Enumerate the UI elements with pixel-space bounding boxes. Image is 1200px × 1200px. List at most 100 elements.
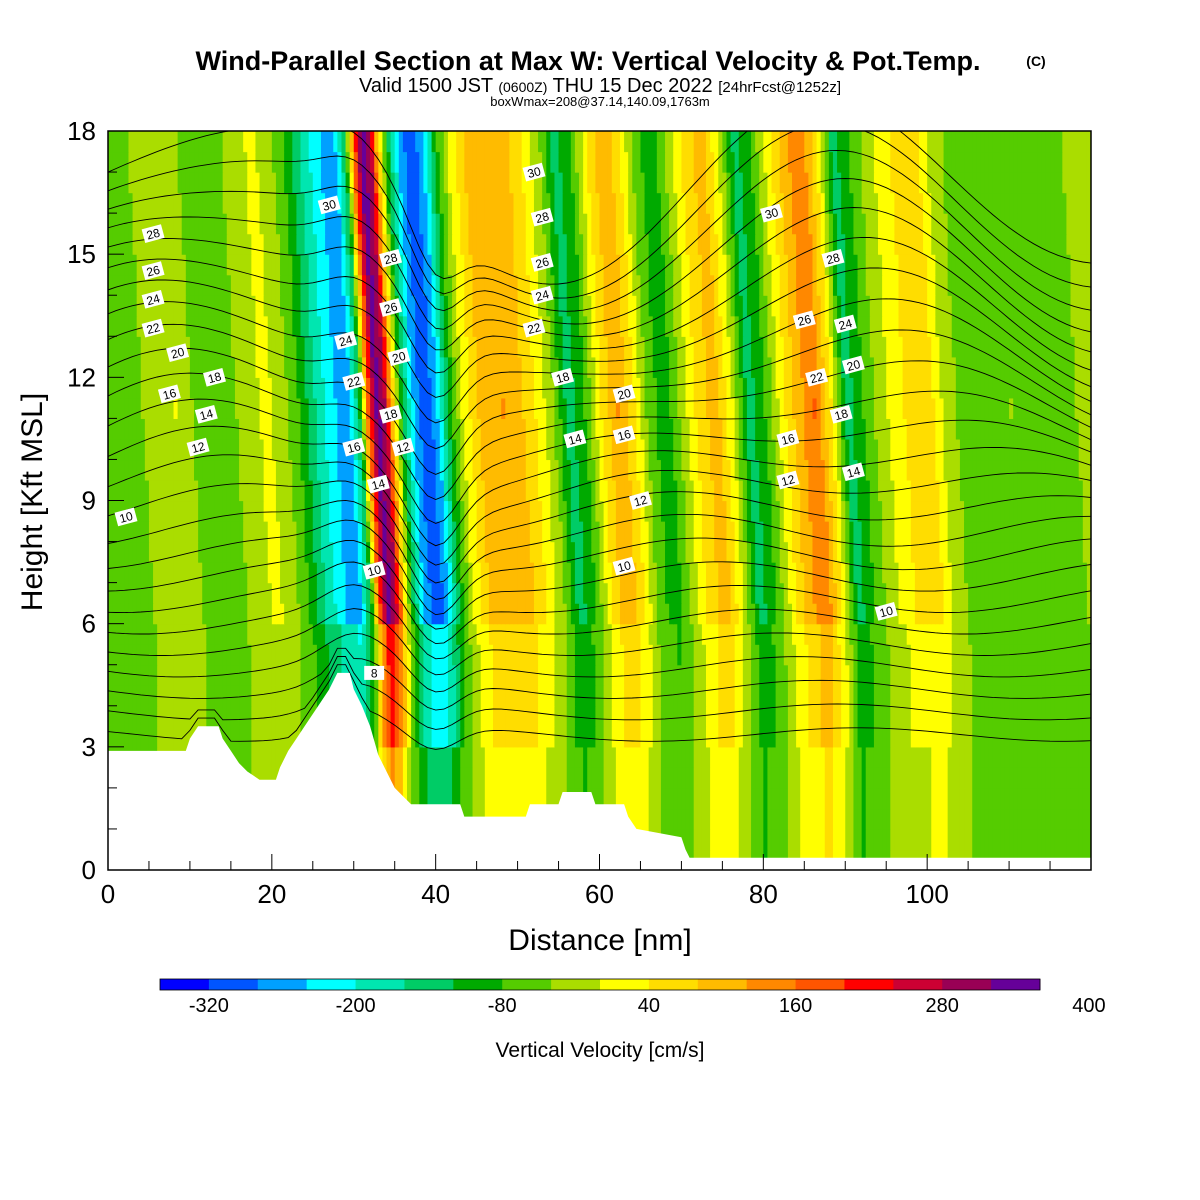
- velocity-cell: [746, 500, 752, 522]
- velocity-cell: [804, 459, 809, 481]
- velocity-cell: [636, 767, 642, 789]
- velocity-cell: [214, 438, 220, 461]
- velocity-cell: [1041, 726, 1047, 748]
- velocity-cell: [173, 603, 179, 625]
- velocity-cell: [554, 685, 560, 707]
- velocity-cell: [517, 746, 523, 768]
- velocity-cell: [173, 479, 179, 502]
- velocity-cell: [992, 562, 998, 584]
- velocity-cell: [677, 746, 683, 768]
- velocity-cell: [792, 644, 797, 666]
- velocity-cell: [382, 521, 388, 543]
- velocity-cell: [927, 582, 932, 604]
- velocity-cell: [640, 438, 646, 461]
- velocity-cell: [386, 623, 392, 645]
- velocity-cell: [234, 705, 240, 727]
- velocity-cell: [1017, 664, 1022, 686]
- velocity-cell: [353, 479, 359, 502]
- velocity-cell: [906, 500, 912, 522]
- velocity-cell: [353, 541, 359, 563]
- velocity-cell: [734, 746, 740, 768]
- velocity-cell: [742, 459, 748, 481]
- velocity-cell: [529, 787, 535, 810]
- velocity-cell: [673, 726, 678, 748]
- velocity-cell: [312, 623, 318, 645]
- velocity-cell: [603, 644, 609, 666]
- velocity-cell: [558, 582, 564, 604]
- velocity-cell: [906, 541, 912, 563]
- velocity-cell: [624, 726, 629, 748]
- velocity-cell: [521, 767, 527, 789]
- velocity-cell: [574, 685, 580, 707]
- velocity-cell: [632, 644, 637, 666]
- velocity-cell: [955, 500, 961, 522]
- velocity-cell: [955, 521, 961, 543]
- velocity-cell: [1029, 808, 1035, 830]
- velocity-cell: [845, 828, 850, 851]
- velocity-cell: [1054, 767, 1059, 789]
- velocity-cell: [554, 521, 560, 543]
- velocity-cell: [861, 562, 867, 584]
- velocity-cell: [853, 685, 859, 707]
- velocity-cell: [832, 541, 838, 563]
- velocity-cell: [1004, 726, 1010, 748]
- velocity-cell: [136, 603, 142, 625]
- velocity-cell: [714, 705, 719, 727]
- velocity-cell: [865, 808, 871, 830]
- velocity-cell: [484, 767, 490, 789]
- velocity-cell: [407, 582, 412, 604]
- velocity-cell: [529, 705, 535, 727]
- velocity-cell: [1029, 459, 1035, 481]
- velocity-cell: [263, 664, 269, 686]
- velocity-cell: [718, 685, 723, 707]
- velocity-cell: [292, 664, 298, 686]
- velocity-cell: [828, 582, 834, 604]
- velocity-cell: [366, 479, 371, 502]
- velocity-cell: [263, 500, 269, 522]
- velocity-cell: [693, 787, 699, 810]
- velocity-cell: [1013, 726, 1018, 748]
- velocity-cell: [447, 541, 453, 563]
- velocity-cell: [599, 521, 605, 543]
- velocity-cell: [611, 459, 617, 481]
- velocity-cell: [361, 459, 367, 481]
- velocity-cell: [652, 746, 658, 768]
- velocity-cell: [820, 644, 826, 666]
- velocity-cell: [349, 603, 355, 625]
- velocity-cell: [693, 685, 699, 707]
- velocity-cell: [681, 603, 687, 625]
- velocity-cell: [927, 746, 932, 768]
- velocity-cell: [918, 828, 924, 851]
- velocity-cell: [517, 664, 523, 686]
- velocity-cell: [804, 685, 809, 707]
- velocity-cell: [505, 521, 510, 543]
- velocity-cell: [943, 582, 949, 604]
- velocity-cell: [935, 808, 941, 830]
- vertical-velocity-field: [108, 131, 1091, 870]
- velocity-cell: [923, 582, 928, 604]
- velocity-cell: [882, 746, 887, 768]
- velocity-cell: [730, 459, 736, 481]
- velocity-cell: [398, 664, 404, 686]
- velocity-cell: [267, 746, 273, 768]
- velocity-cell: [603, 787, 609, 810]
- velocity-cell: [243, 603, 248, 625]
- velocity-cell: [497, 479, 502, 502]
- velocity-cell: [656, 479, 662, 502]
- velocity-cell: [779, 664, 785, 686]
- velocity-cell: [656, 726, 662, 748]
- velocity-cell: [325, 438, 330, 461]
- velocity-cell: [763, 603, 769, 625]
- velocity-cell: [234, 746, 240, 768]
- velocity-cell: [284, 459, 289, 481]
- velocity-cell: [402, 623, 408, 645]
- velocity-cell: [214, 459, 220, 481]
- velocity-cell: [619, 623, 625, 645]
- velocity-cell: [796, 767, 801, 789]
- velocity-cell: [1000, 459, 1006, 481]
- velocity-cell: [886, 767, 891, 789]
- velocity-cell: [615, 726, 621, 748]
- velocity-cell: [407, 541, 412, 563]
- velocity-cell: [243, 664, 248, 686]
- velocity-cell: [828, 479, 834, 502]
